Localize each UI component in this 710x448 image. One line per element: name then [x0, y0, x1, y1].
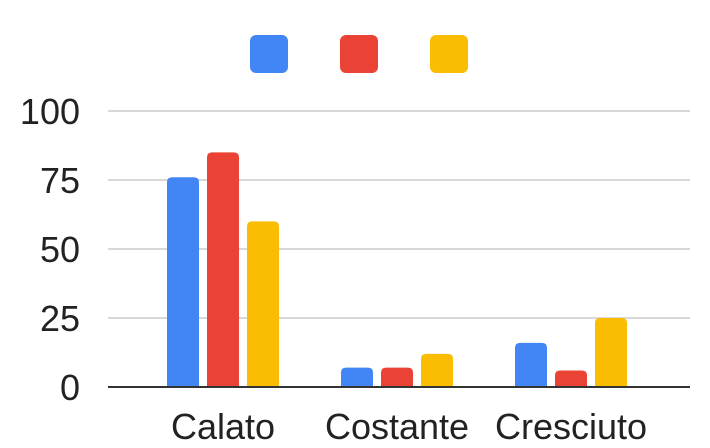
legend-swatch-1 [250, 35, 288, 73]
y-tick-label: 75 [40, 160, 80, 201]
y-tick-label: 50 [40, 229, 80, 270]
bar-calato-series-1 [167, 177, 199, 387]
y-tick-label: 0 [60, 367, 80, 408]
legend-swatch-3 [430, 35, 468, 73]
bar-calato-series-2 [207, 152, 239, 387]
bar-costante-series-1 [341, 367, 373, 387]
bar-costante-series-3 [421, 353, 453, 387]
bars [167, 152, 627, 387]
bar-cresciuto-series-2 [555, 370, 587, 387]
x-tick-label-calato: Calato [171, 406, 275, 447]
x-tick-label-costante: Costante [325, 406, 469, 447]
bar-costante-series-2 [381, 367, 413, 387]
legend-swatch-2 [340, 35, 378, 73]
legend [250, 35, 468, 73]
y-axis-ticks: 0 25 50 75 100 [20, 91, 80, 408]
bar-cresciuto-series-3 [595, 318, 627, 387]
y-tick-label: 25 [40, 298, 80, 339]
bar-cresciuto-series-1 [515, 342, 547, 387]
x-tick-label-cresciuto: Cresciuto [495, 406, 647, 447]
bar-calato-series-3 [247, 221, 279, 387]
gridlines [108, 110, 690, 319]
y-tick-label: 100 [20, 91, 80, 132]
x-axis-ticks: Calato Costante Cresciuto [171, 406, 647, 447]
